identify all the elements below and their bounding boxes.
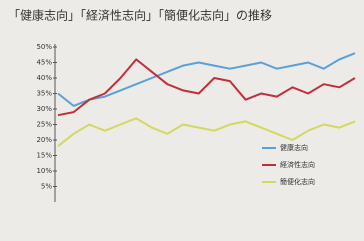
legend-label: 健康志向 (280, 143, 308, 152)
chart: 「健康志向」「経済性志向」「簡便化志向」の推移 5% 10% 15% 20% 25% 30… (0, 0, 364, 241)
y-tick-label: 10% (36, 167, 52, 175)
y-tick-label: 5% (41, 183, 52, 191)
y-tick-label: 35% (36, 90, 52, 98)
chart-title: 「健康志向」「経済性志向」「簡便化志向」の推移 (8, 8, 272, 23)
y-tick-label: 20% (36, 136, 52, 144)
y-tick-label: 45% (36, 59, 52, 67)
y-tick-label: 30% (36, 105, 52, 113)
y-tick-label: 25% (36, 121, 52, 129)
legend-label: 簡便化志向 (280, 177, 315, 186)
y-tick-label: 40% (36, 74, 52, 82)
y-tick-label: 15% (36, 152, 52, 160)
y-tick-label: 50% (36, 43, 52, 51)
page: 「健康志向」「経済性志向」「簡便化志向」の推移 5% 10% 15% 20% 25% 30… (0, 0, 364, 241)
legend-label: 経済性志向 (280, 160, 315, 169)
